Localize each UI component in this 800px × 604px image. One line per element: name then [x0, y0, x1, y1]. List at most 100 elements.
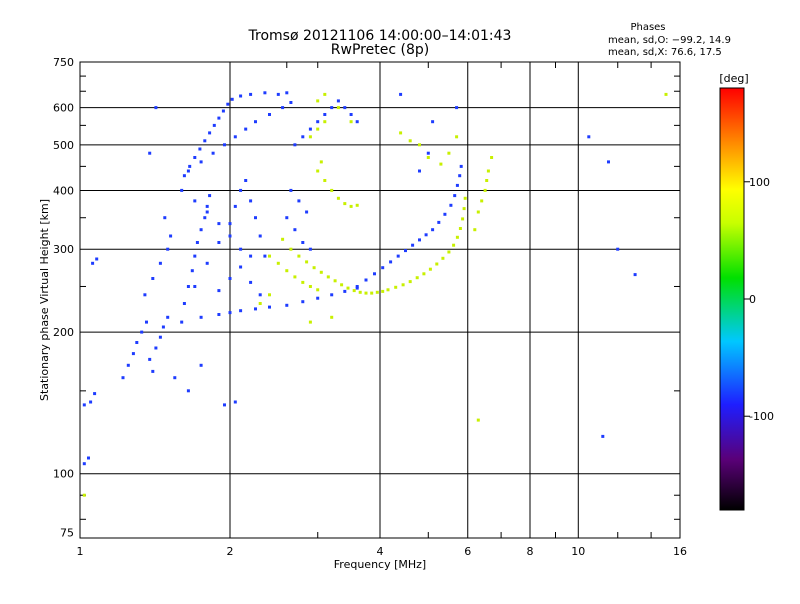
o-mode-point	[281, 106, 285, 110]
o-mode-point	[233, 135, 237, 139]
x-mode-point	[316, 169, 320, 173]
o-mode-point	[289, 188, 293, 192]
o-mode-point	[158, 261, 162, 265]
o-mode-point	[89, 400, 93, 404]
o-mode-point	[254, 216, 257, 220]
x-tick-label: 2	[227, 545, 234, 558]
x-mode-point	[490, 156, 494, 159]
o-mode-point	[217, 116, 221, 120]
o-mode-point	[323, 113, 327, 116]
x-mode-point	[352, 289, 356, 293]
o-mode-point	[443, 212, 447, 216]
x-mode-point	[418, 143, 421, 147]
o-mode-point	[188, 164, 192, 168]
o-mode-point	[93, 392, 97, 396]
o-mode-point	[180, 188, 184, 192]
o-mode-point	[330, 106, 334, 110]
o-mode-point	[364, 278, 368, 282]
o-mode-point	[173, 376, 177, 380]
o-mode-point	[193, 199, 197, 203]
x-mode-point	[319, 270, 323, 274]
x-mode-point	[664, 92, 668, 96]
colorbar-ticks: 100 0 -100	[744, 176, 774, 423]
o-mode-point	[239, 94, 243, 98]
o-mode-point	[301, 241, 305, 244]
x-tick-label: 6	[464, 545, 471, 558]
x-mode-point	[316, 99, 320, 103]
o-mode-point	[228, 234, 232, 238]
o-mode-point	[121, 376, 125, 380]
o-mode-point	[239, 309, 243, 313]
o-mode-point	[437, 220, 441, 224]
o-mode-point	[373, 272, 376, 276]
x-mode-point	[330, 188, 334, 192]
o-mode-point	[336, 99, 340, 103]
o-mode-point	[186, 169, 190, 173]
x-mode-point	[355, 203, 359, 207]
legend-line-x: mean, sd,X: 76.6, 17.5	[608, 47, 722, 58]
o-mode-point	[82, 462, 86, 466]
o-mode-point	[154, 106, 158, 110]
x-mode-point	[289, 247, 293, 251]
x-mode-point	[323, 179, 327, 182]
x-mode-point	[476, 210, 480, 214]
x-mode-point	[408, 139, 412, 143]
o-mode-point	[182, 302, 186, 305]
o-mode-point	[426, 151, 430, 155]
x-tick-label: 4	[377, 545, 384, 558]
o-mode-point	[343, 289, 347, 293]
o-mode-point	[455, 183, 459, 187]
o-mode-point	[193, 254, 197, 258]
o-mode-point	[221, 109, 225, 113]
x-mode-point	[473, 228, 477, 232]
o-mode-point	[228, 311, 232, 315]
o-mode-point	[198, 147, 202, 151]
x-mode-point	[435, 262, 439, 266]
x-mode-point	[336, 106, 340, 110]
x-mode-point	[483, 188, 487, 192]
x-mode-point	[308, 135, 312, 139]
o-mode-point	[424, 233, 428, 237]
x-mode-point	[319, 160, 323, 164]
o-mode-point	[199, 363, 203, 367]
o-mode-point	[263, 91, 267, 95]
x-mode-point	[447, 151, 451, 155]
colorbar-tick-label: 0	[749, 293, 756, 306]
o-mode-point	[431, 120, 435, 124]
o-mode-point	[195, 241, 199, 244]
x-mode-point	[401, 283, 405, 287]
o-mode-point	[228, 277, 232, 280]
o-mode-point	[616, 247, 620, 251]
x-mode-point	[426, 156, 430, 159]
x-mode-point	[316, 288, 320, 292]
o-mode-point	[151, 369, 155, 373]
x-mode-point	[394, 285, 398, 289]
x-mode-point	[349, 204, 353, 208]
o-mode-point	[131, 352, 135, 356]
o-mode-point	[244, 179, 248, 182]
o-mode-point	[293, 228, 297, 232]
o-mode-point	[239, 247, 243, 251]
grid-lines	[80, 62, 680, 538]
x-mode-point	[476, 418, 480, 422]
o-mode-point	[230, 97, 234, 101]
x-mode-point	[452, 243, 456, 247]
x-mode-point	[375, 290, 379, 294]
o-mode-point	[140, 330, 144, 334]
o-mode-point	[182, 174, 186, 178]
x-mode-point	[455, 235, 459, 239]
x-mode-point	[463, 196, 467, 200]
x-mode-point	[333, 279, 337, 283]
o-mode-point	[285, 91, 289, 95]
o-mode-point	[285, 303, 289, 307]
x-mode-point	[439, 162, 443, 166]
x-tick-label: 16	[673, 545, 687, 558]
o-mode-point	[205, 204, 209, 208]
x-axis-label: Frequency [MHz]	[334, 558, 426, 571]
o-mode-point	[148, 151, 152, 155]
o-mode-point	[455, 106, 459, 110]
o-mode-point	[180, 320, 184, 324]
o-mode-point	[95, 257, 99, 261]
